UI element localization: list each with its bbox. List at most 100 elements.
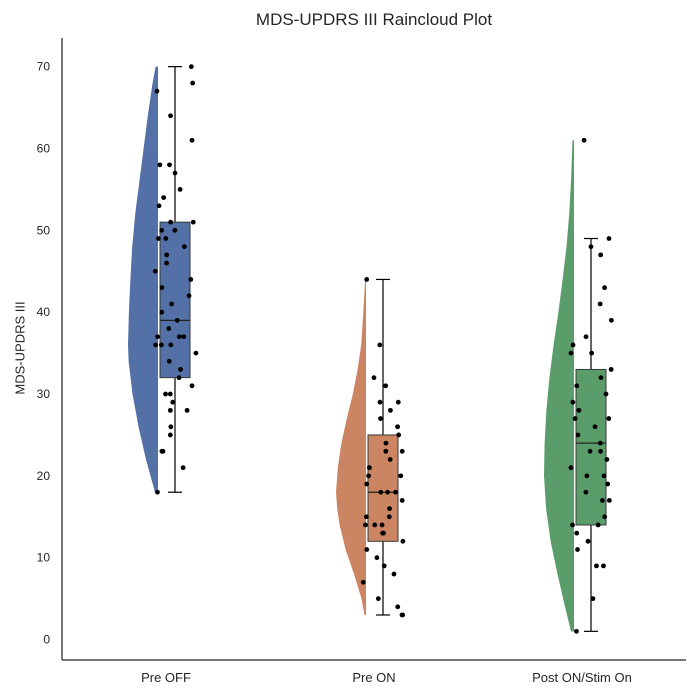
point-2-25 <box>568 465 574 471</box>
point-2-24 <box>604 457 610 462</box>
point-0-20 <box>152 268 158 274</box>
point-1-3 <box>383 383 389 389</box>
point-1-18 <box>364 481 370 487</box>
y-tick-label-7: 70 <box>37 60 51 74</box>
point-0-37 <box>176 375 182 381</box>
point-2-9 <box>589 350 595 356</box>
point-0-42 <box>167 407 173 413</box>
point-0-38 <box>189 383 195 389</box>
x-tick-label-1: Pre ON <box>352 670 395 685</box>
point-1-0 <box>364 277 370 282</box>
point-1-31 <box>400 538 406 544</box>
point-1-17 <box>398 473 404 479</box>
point-2-10 <box>568 350 574 356</box>
point-1-4 <box>395 399 401 405</box>
point-0-45 <box>167 432 173 438</box>
point-1-7 <box>378 416 383 421</box>
point-0-24 <box>169 301 175 307</box>
point-1-12 <box>383 448 389 454</box>
point-0-15 <box>163 236 169 241</box>
point-2-16 <box>576 407 582 413</box>
point-2-30 <box>606 498 612 503</box>
point-1-25 <box>363 514 369 520</box>
point-0-31 <box>158 342 164 348</box>
point-0-12 <box>168 219 174 225</box>
point-2-28 <box>605 481 611 487</box>
point-0-35 <box>166 358 172 364</box>
point-2-32 <box>602 514 608 520</box>
point-1-33 <box>374 555 380 561</box>
point-1-20 <box>385 489 391 495</box>
point-1-16 <box>366 473 372 479</box>
point-1-10 <box>383 440 389 446</box>
point-2-14 <box>603 391 609 397</box>
point-2-0 <box>581 137 587 143</box>
point-0-8 <box>177 187 183 192</box>
point-2-39 <box>594 563 599 569</box>
point-0-19 <box>164 260 170 266</box>
point-2-37 <box>575 547 580 552</box>
point-0-6 <box>167 162 172 168</box>
point-0-17 <box>181 244 187 250</box>
point-2-17 <box>572 416 578 421</box>
point-0-3 <box>168 113 173 119</box>
point-0-33 <box>153 342 159 348</box>
point-0-23 <box>186 293 192 299</box>
point-0-4 <box>189 137 195 143</box>
point-1-40 <box>400 612 406 618</box>
point-2-35 <box>574 530 580 536</box>
point-2-4 <box>602 285 607 291</box>
point-1-11 <box>399 448 405 454</box>
point-1-30 <box>381 530 386 536</box>
point-1-9 <box>396 432 402 438</box>
point-2-41 <box>574 628 579 634</box>
y-tick-label-1: 10 <box>37 551 51 565</box>
boxes-layer <box>159 66 607 632</box>
point-0-11 <box>190 219 196 225</box>
cloud-2 <box>544 140 574 632</box>
cloud-1 <box>336 279 366 615</box>
point-1-32 <box>364 547 370 552</box>
point-1-38 <box>395 604 401 610</box>
point-2-27 <box>601 473 607 479</box>
point-2-5 <box>597 301 603 307</box>
point-2-22 <box>598 448 603 454</box>
point-0-2 <box>154 88 160 94</box>
point-0-44 <box>168 424 174 430</box>
point-2-36 <box>585 538 591 544</box>
point-0-18 <box>164 252 170 258</box>
point-0-0 <box>188 64 194 70</box>
chart-title: MDS-UPDRS III Raincloud Plot <box>255 10 493 29</box>
point-0-16 <box>155 236 161 241</box>
y-tick-label-6: 60 <box>37 141 51 155</box>
x-tick-label-2: Post ON/Stim On <box>532 670 632 685</box>
point-1-34 <box>381 563 387 569</box>
point-2-23 <box>587 448 593 454</box>
point-0-22 <box>159 285 165 291</box>
point-2-8 <box>570 342 576 348</box>
point-2-2 <box>588 244 594 250</box>
cloud-0 <box>128 66 158 493</box>
point-2-26 <box>584 473 590 479</box>
point-0-28 <box>181 334 187 340</box>
point-0-27 <box>166 326 172 331</box>
point-2-11 <box>608 367 614 372</box>
point-2-34 <box>570 522 575 528</box>
point-0-47 <box>159 448 165 454</box>
point-1-35 <box>391 571 397 577</box>
point-2-21 <box>597 440 603 446</box>
point-0-49 <box>155 489 160 495</box>
point-2-13 <box>574 383 580 389</box>
point-2-33 <box>595 522 601 528</box>
point-0-7 <box>172 170 178 176</box>
point-0-5 <box>157 162 163 168</box>
point-0-39 <box>163 391 168 397</box>
point-0-48 <box>180 465 186 471</box>
point-1-8 <box>395 424 400 430</box>
point-1-15 <box>366 465 372 471</box>
point-2-40 <box>590 596 596 602</box>
point-1-27 <box>363 522 368 528</box>
point-1-5 <box>377 399 383 405</box>
point-2-18 <box>606 416 612 421</box>
